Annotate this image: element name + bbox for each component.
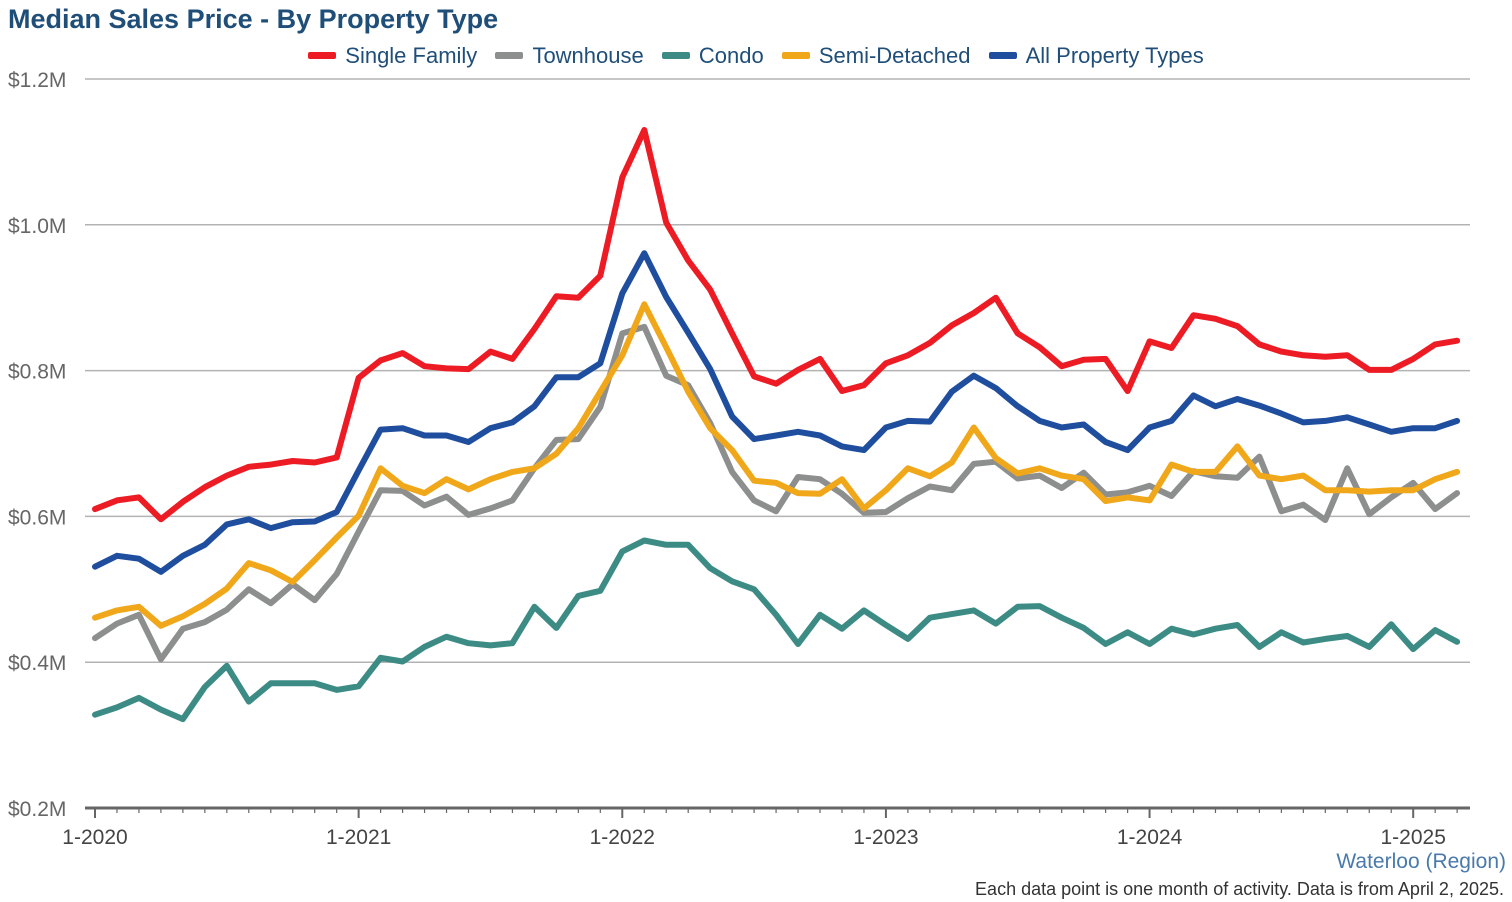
x-tick-label: 1-2022 bbox=[590, 826, 655, 849]
y-tick-label: $0.4M bbox=[8, 652, 66, 675]
x-tick-label: 1-2023 bbox=[853, 826, 918, 849]
y-tick-label: $0.8M bbox=[8, 361, 66, 384]
gridlines bbox=[85, 78, 1470, 663]
legend-label: Townhouse bbox=[532, 43, 644, 68]
x-tick-label: 1-2020 bbox=[62, 826, 127, 849]
x-tick-label: 1-2021 bbox=[326, 826, 391, 849]
legend-swatch bbox=[308, 51, 337, 59]
legend-label: Single Family bbox=[345, 43, 478, 68]
y-tick-label: $0.2M bbox=[8, 798, 66, 821]
y-axis-tick-labels: $0.2M $0.4M $0.6M $0.8M $1.0M $1.2M bbox=[8, 69, 66, 821]
y-tick-label: $0.6M bbox=[8, 506, 66, 529]
footnote: Each data point is one month of activity… bbox=[975, 879, 1504, 899]
legend: Single Family Townhouse Condo Semi-Detac… bbox=[0, 43, 1512, 69]
x-tick-label: 1-2024 bbox=[1117, 826, 1183, 849]
x-axis: 1-2020 1-2021 1-2022 1-2023 1-2024 1-2025 bbox=[62, 806, 1470, 849]
x-tick-label: 1-2025 bbox=[1381, 826, 1446, 849]
series-line-condo bbox=[92, 537, 1461, 723]
legend-item-all-property-types: All Property Types bbox=[988, 43, 1204, 69]
legend-swatch bbox=[988, 51, 1017, 59]
legend-label: All Property Types bbox=[1025, 43, 1204, 68]
legend-item-semi-detached: Semi-Detached bbox=[781, 43, 971, 69]
legend-swatch bbox=[661, 51, 690, 59]
series-line-semi-detached bbox=[92, 301, 1461, 629]
legend-label: Semi-Detached bbox=[818, 43, 971, 68]
y-tick-label: $1.0M bbox=[8, 215, 66, 238]
legend-label: Condo bbox=[698, 43, 764, 68]
legend-swatch bbox=[495, 51, 524, 59]
series-line-all-property-types bbox=[92, 250, 1461, 575]
legend-swatch bbox=[781, 51, 810, 59]
series-line-townhouse bbox=[92, 323, 1461, 663]
series-lines bbox=[92, 127, 1461, 723]
y-tick-label: $1.2M bbox=[8, 69, 66, 92]
legend-item-condo: Condo bbox=[661, 43, 764, 69]
region-label: Waterloo (Region) bbox=[1336, 850, 1506, 873]
legend-item-townhouse: Townhouse bbox=[495, 43, 644, 69]
chart-title: Median Sales Price - By Property Type bbox=[8, 4, 499, 34]
legend-item-single-family: Single Family bbox=[308, 43, 477, 69]
series-line-single-family bbox=[92, 127, 1461, 523]
